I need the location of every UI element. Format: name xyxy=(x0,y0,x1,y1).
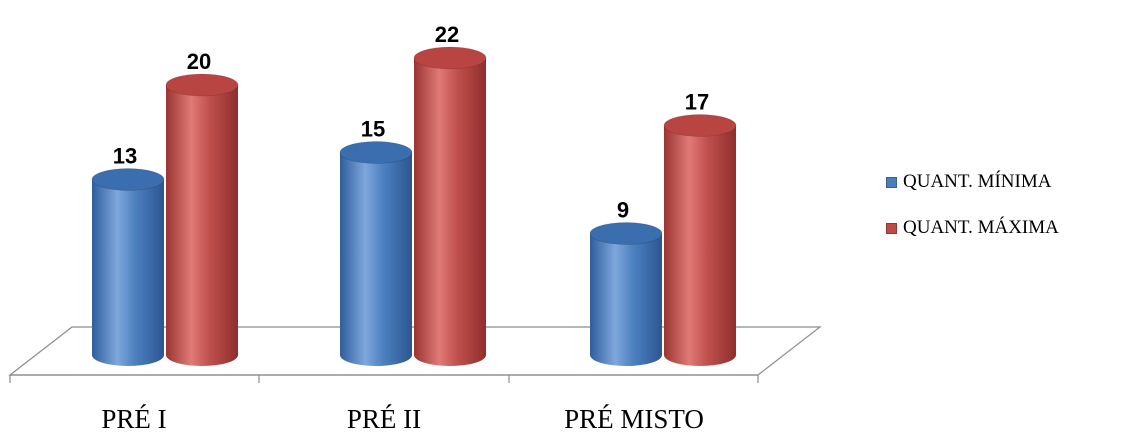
bar-0-1 xyxy=(165,73,239,366)
bar-top xyxy=(413,46,487,70)
bar-body xyxy=(590,233,662,366)
category-label: PRÉ MISTO xyxy=(564,404,704,434)
data-label: 13 xyxy=(113,144,137,169)
bars-group: 13 15 9 20 22 17 xyxy=(91,22,737,366)
legend-label: QUANT. MÁXIMA xyxy=(903,217,1059,238)
bar-2-1 xyxy=(663,114,737,366)
bar-body xyxy=(92,179,164,366)
bar-body xyxy=(664,125,736,366)
legend-swatch xyxy=(886,222,897,234)
legend-item: QUANT. MÁXIMA xyxy=(886,216,1059,240)
bar-top xyxy=(663,114,737,137)
legend-label: QUANT. MÍNIMA xyxy=(903,171,1052,192)
data-label: 15 xyxy=(361,117,385,142)
category-label: PRÉ II xyxy=(347,404,421,434)
data-label: 20 xyxy=(187,49,211,74)
bar-body xyxy=(166,85,238,366)
bar-1-0 xyxy=(339,141,413,366)
data-label: 17 xyxy=(685,90,709,115)
bar-body xyxy=(414,58,486,366)
bar-top xyxy=(339,141,413,164)
bar-1-1 xyxy=(413,46,487,366)
category-label: PRÉ I xyxy=(101,404,166,434)
category-labels: PRÉ I PRÉ II PRÉ MISTO xyxy=(101,404,704,434)
bar-top xyxy=(91,168,165,191)
bar-body xyxy=(340,152,412,366)
legend: QUANT. MÍNIMA QUANT. MÁXIMA xyxy=(886,170,1059,262)
legend-item: QUANT. MÍNIMA xyxy=(886,170,1059,194)
bar-top xyxy=(589,222,663,245)
data-label: 9 xyxy=(617,198,629,223)
bar-top xyxy=(165,73,239,97)
bar-0-0 xyxy=(91,168,165,366)
data-label: 22 xyxy=(435,22,459,47)
bar-2-0 xyxy=(589,222,663,366)
legend-swatch xyxy=(886,176,897,188)
